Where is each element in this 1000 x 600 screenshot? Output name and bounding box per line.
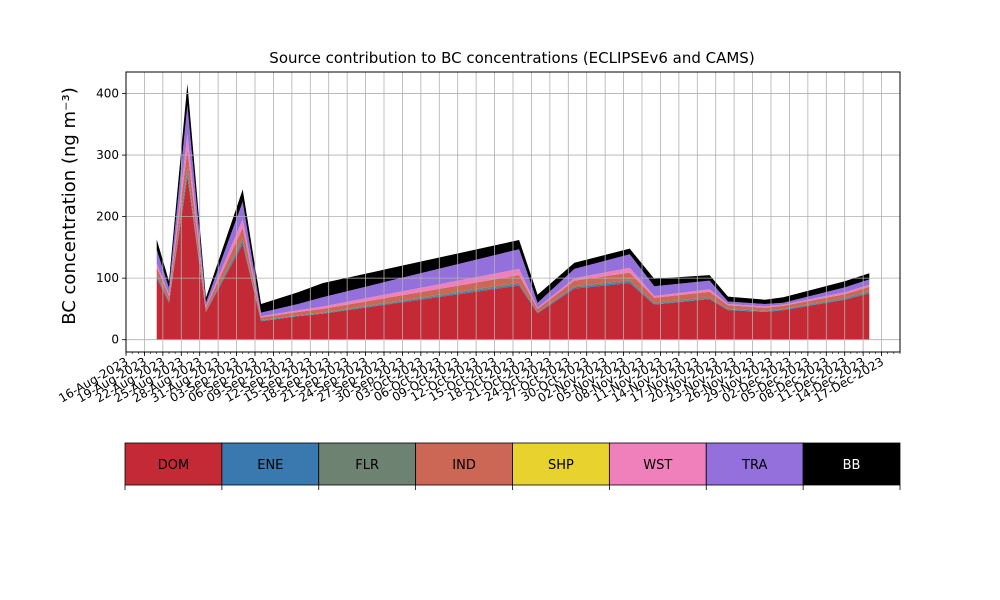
legend-swatch-bb [802,442,901,486]
legend-label-bb: BB [843,458,861,473]
legend-swatch-ind [415,442,513,486]
y-tick-label: 100 [96,271,119,285]
y-axis-label: BC concentration (ng m⁻³) [59,87,80,325]
legend: DOM ENE FLR IND SHP WST TRA BB [124,442,901,490]
legend-label-ene: ENE [257,458,283,473]
legend-label-wst: WST [643,458,672,473]
legend-swatch-flr [318,442,417,486]
legend-swatch-tra [705,442,804,486]
y-tick-label: 200 [96,210,119,224]
legend-label-tra: TRA [741,458,767,473]
y-axis: 0 100 200 300 400 [96,87,126,347]
y-tick-label: 400 [96,87,119,101]
y-tick-label: 0 [111,333,119,347]
legend-label-dom: DOM [158,458,189,473]
legend-swatch-wst [608,442,707,486]
legend-label-ind: IND [452,458,476,473]
legend-swatch-shp [512,442,610,486]
chart-title: Source contribution to BC concentrations… [269,49,754,67]
x-axis: 16-Aug-202319-Aug-202322-Aug-202325-Aug-… [56,352,901,405]
grid-lines [125,72,900,352]
legend-swatch-ene [221,442,320,486]
legend-label-flr: FLR [355,458,379,473]
legend-label-shp: SHP [548,458,574,473]
y-tick-label: 300 [96,148,119,162]
